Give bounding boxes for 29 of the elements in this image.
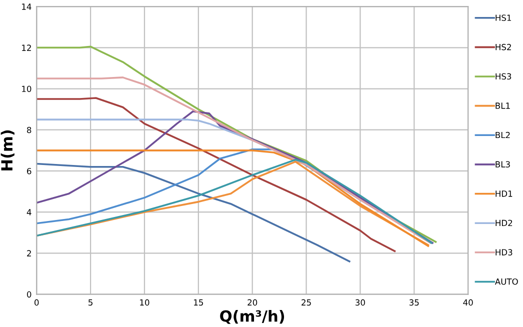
y-tick-label: 14: [22, 4, 32, 10]
x-tick-label: 10: [140, 299, 150, 306]
legend-label: HS3: [496, 73, 512, 80]
x-tick-label: 40: [463, 299, 473, 306]
y-tick-label: 0: [26, 291, 32, 298]
legend-label: HD2: [496, 220, 512, 226]
legend-label: HS2: [496, 44, 511, 50]
legend-label: BL1: [496, 102, 510, 109]
legend-label: HD1: [496, 190, 512, 197]
x-tick-label: 30: [356, 299, 365, 306]
x-tick-label: 15: [194, 299, 203, 306]
legend-label: BL2: [496, 132, 510, 138]
x-axis-title: Q(m³/h): [220, 310, 284, 324]
y-tick-label: 2: [27, 250, 31, 256]
y-tick-label: 12: [22, 44, 31, 51]
legend-label: BL3: [496, 161, 510, 168]
legend-label: HD3: [496, 249, 512, 256]
x-tick-label: 5: [88, 299, 92, 306]
y-tick-label: 4: [26, 209, 32, 216]
y-axis-title: H(m): [0, 130, 14, 170]
legend-label: AUTO: [494, 278, 518, 285]
x-tick-label: 35: [409, 299, 419, 306]
y-tick-label: 8: [27, 126, 32, 134]
legend-label: HS1: [496, 14, 511, 21]
x-tick-label: 0: [34, 299, 39, 306]
x-tick-label: 25: [302, 299, 311, 306]
x-tick-label: 20: [248, 299, 258, 306]
y-tick-label: 10: [22, 86, 32, 92]
y-tick-label: 6: [27, 168, 32, 174]
